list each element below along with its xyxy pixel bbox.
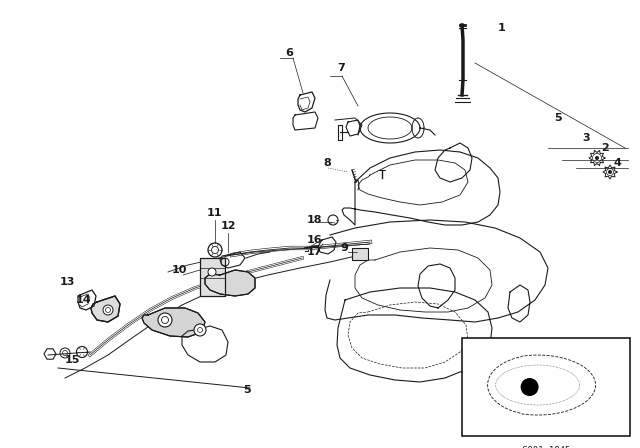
- Text: 9: 9: [340, 243, 348, 253]
- Circle shape: [194, 324, 206, 336]
- Text: 17: 17: [307, 247, 323, 257]
- Text: 12: 12: [221, 221, 237, 231]
- Circle shape: [520, 378, 539, 396]
- Text: C001 1845: C001 1845: [522, 446, 570, 448]
- Polygon shape: [91, 296, 120, 322]
- Circle shape: [208, 268, 216, 276]
- Text: 15: 15: [65, 355, 81, 365]
- Text: 1: 1: [498, 23, 506, 33]
- Text: 2: 2: [601, 143, 609, 153]
- Text: 10: 10: [172, 265, 188, 275]
- Text: 6: 6: [285, 48, 293, 58]
- Circle shape: [608, 170, 612, 174]
- Circle shape: [158, 313, 172, 327]
- Circle shape: [595, 156, 599, 160]
- Text: 7: 7: [337, 63, 345, 73]
- Text: 5: 5: [554, 113, 562, 123]
- Bar: [200, 258, 225, 296]
- Text: 16: 16: [307, 235, 323, 245]
- Text: 5: 5: [243, 385, 251, 395]
- Text: 11: 11: [207, 208, 223, 218]
- Text: 13: 13: [60, 277, 76, 287]
- Text: 14: 14: [76, 295, 92, 305]
- Circle shape: [103, 305, 113, 315]
- Bar: [352, 248, 368, 260]
- Bar: [462, 338, 630, 436]
- Text: 3: 3: [582, 133, 589, 143]
- Polygon shape: [142, 308, 205, 337]
- Text: 18: 18: [307, 215, 323, 225]
- Text: 4: 4: [614, 158, 622, 168]
- Text: 8: 8: [323, 158, 331, 168]
- Polygon shape: [205, 270, 255, 296]
